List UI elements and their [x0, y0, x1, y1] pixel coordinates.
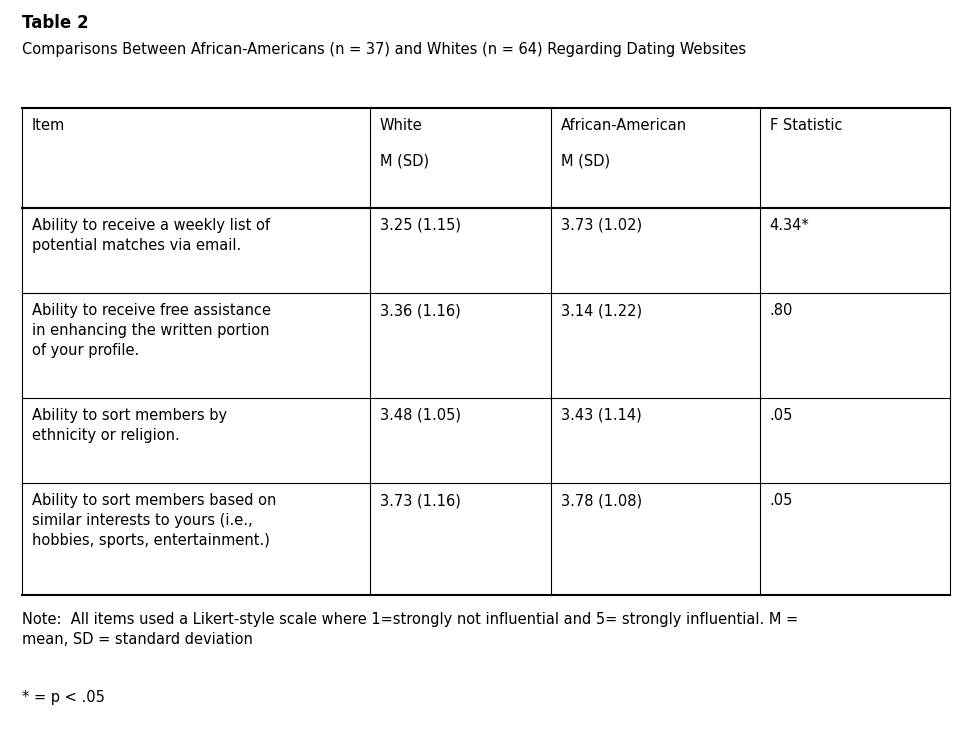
Text: 3.48 (1.05): 3.48 (1.05)	[380, 408, 461, 423]
Text: 3.73 (1.16): 3.73 (1.16)	[380, 493, 461, 508]
Text: M (SD): M (SD)	[380, 153, 429, 168]
Text: Ability to receive a weekly list of
potential matches via email.: Ability to receive a weekly list of pote…	[32, 218, 270, 253]
Text: 4.34*: 4.34*	[770, 218, 810, 233]
Text: White: White	[380, 118, 422, 133]
Text: Comparisons Between African-Americans (n = 37) and Whites (n = 64) Regarding Dat: Comparisons Between African-Americans (n…	[22, 42, 746, 57]
Text: Table 2: Table 2	[22, 14, 89, 32]
Text: African-American: African-American	[561, 118, 687, 133]
Text: Ability to sort members based on
similar interests to yours (i.e.,
hobbies, spor: Ability to sort members based on similar…	[32, 493, 276, 548]
Text: 3.14 (1.22): 3.14 (1.22)	[561, 303, 642, 318]
Text: 3.36 (1.16): 3.36 (1.16)	[380, 303, 461, 318]
Text: 3.43 (1.14): 3.43 (1.14)	[561, 408, 642, 423]
Text: Ability to sort members by
ethnicity or religion.: Ability to sort members by ethnicity or …	[32, 408, 227, 443]
Text: Item: Item	[32, 118, 65, 133]
Text: 3.25 (1.15): 3.25 (1.15)	[380, 218, 461, 233]
Text: Note:  All items used a Likert-style scale where 1=strongly not influential and : Note: All items used a Likert-style scal…	[22, 612, 798, 647]
Text: M (SD): M (SD)	[561, 153, 610, 168]
Text: F Statistic: F Statistic	[770, 118, 843, 133]
Text: Ability to receive free assistance
in enhancing the written portion
of your prof: Ability to receive free assistance in en…	[32, 303, 271, 358]
Text: * = p < .05: * = p < .05	[22, 690, 105, 705]
Text: 3.78 (1.08): 3.78 (1.08)	[561, 493, 642, 508]
Text: .05: .05	[770, 493, 793, 508]
Text: 3.73 (1.02): 3.73 (1.02)	[561, 218, 642, 233]
Text: .05: .05	[770, 408, 793, 423]
Text: .80: .80	[770, 303, 793, 318]
